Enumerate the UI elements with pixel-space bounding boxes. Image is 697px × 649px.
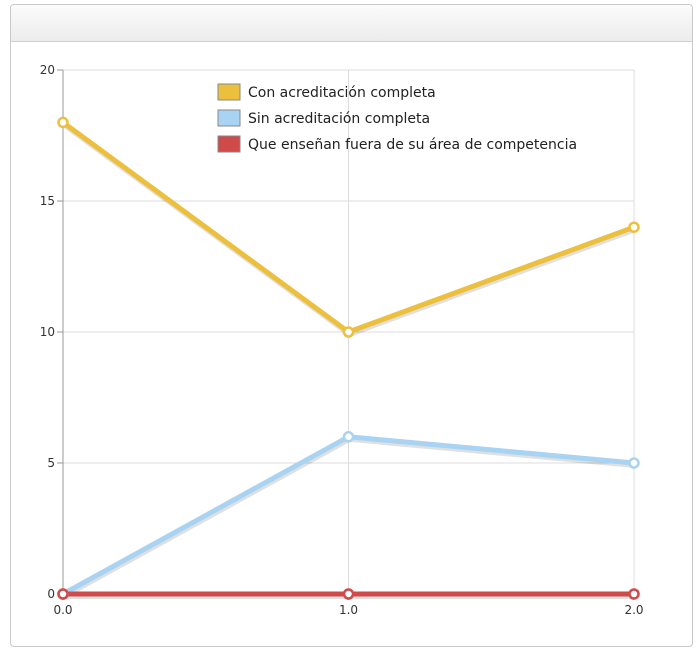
- y-tick-label: 5: [47, 456, 55, 470]
- legend-label: Con acreditación completa: [248, 85, 436, 101]
- legend-label: Que enseñan fuera de su área de competen…: [248, 137, 577, 153]
- data-point: [342, 431, 355, 443]
- legend-swatch: [217, 83, 241, 101]
- legend-swatch: [217, 109, 241, 127]
- legend: Con acreditación completa Sin acreditació…: [217, 83, 577, 153]
- panel-header: [11, 5, 692, 42]
- data-point: [628, 588, 640, 600]
- x-tick-label: 1.0: [339, 603, 358, 617]
- x-tick-label: 2.0: [624, 603, 643, 617]
- x-tick-label: 0.0: [53, 603, 72, 617]
- series-line-shadow: [61, 435, 638, 599]
- tick-labels: 0 5 10 15 20 0.0 1.0 2.0: [40, 63, 644, 617]
- legend-label: Sin acreditación completa: [248, 111, 430, 127]
- legend-swatch: [217, 135, 241, 153]
- y-tick-label: 20: [40, 63, 55, 77]
- y-tick-label: 0: [47, 587, 55, 601]
- data-point: [57, 116, 69, 129]
- data-points: [57, 116, 640, 600]
- series-line-shadow: [61, 121, 638, 337]
- data-point: [628, 457, 640, 469]
- data-point: [342, 326, 355, 338]
- chart-panel: [10, 4, 693, 647]
- data-point: [628, 221, 640, 233]
- data-point: [57, 588, 69, 600]
- y-tick-label: 15: [40, 194, 55, 208]
- y-tick-label: 10: [40, 325, 55, 339]
- data-point: [342, 588, 355, 600]
